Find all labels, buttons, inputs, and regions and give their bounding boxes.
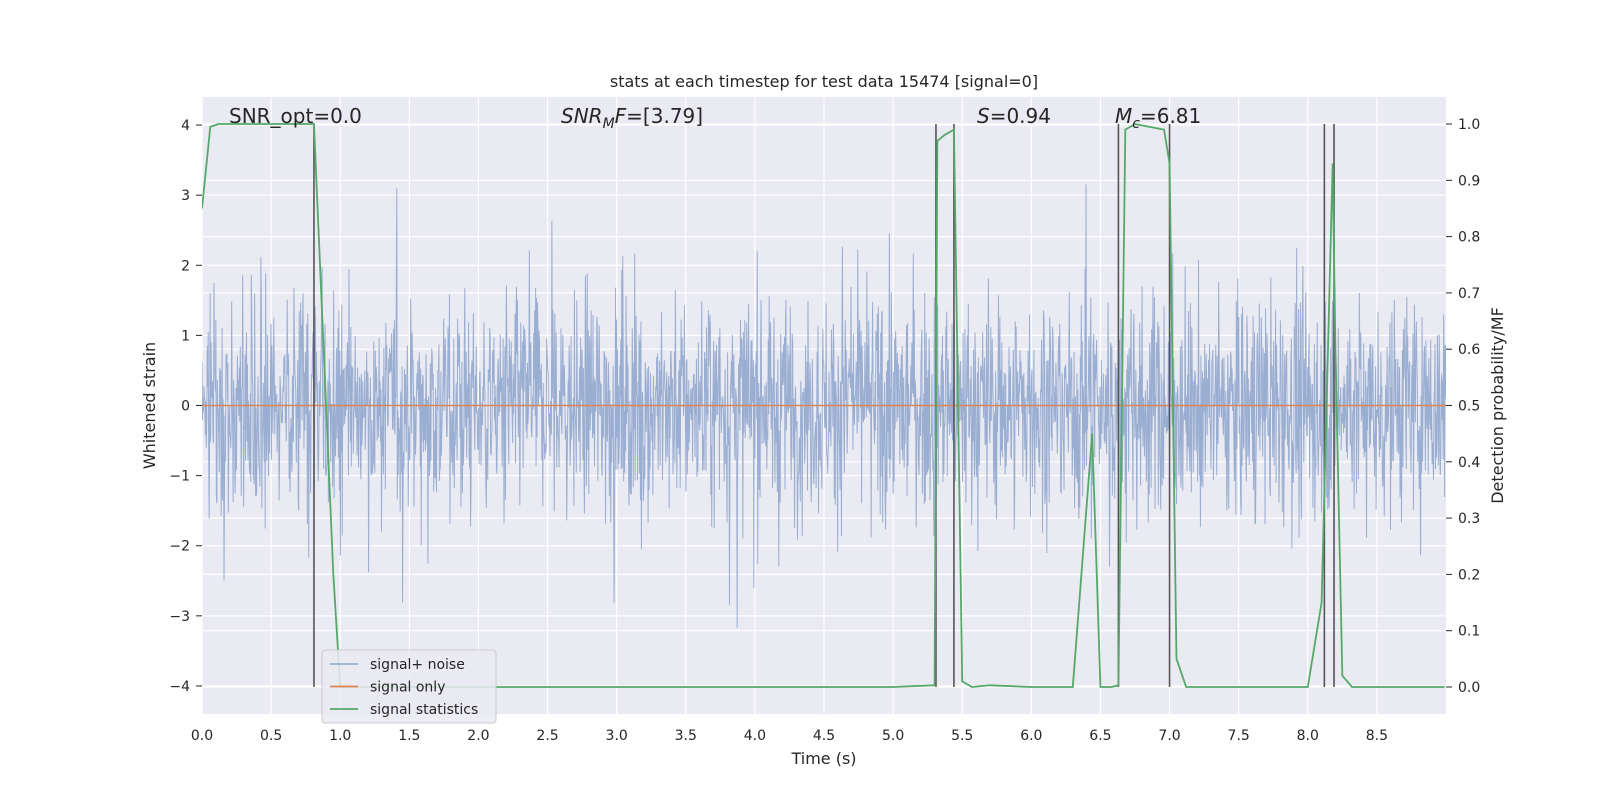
- y-tick-label: 1: [181, 328, 190, 344]
- y2-tick-label: 0.3: [1458, 511, 1480, 527]
- legend-label: signal+ noise: [370, 657, 465, 673]
- y2-tick-label: 0.4: [1458, 455, 1480, 471]
- y-tick-label: −2: [169, 539, 190, 555]
- y2-tick-label: 0.1: [1458, 624, 1480, 640]
- x-tick-label: 2.0: [467, 728, 489, 744]
- x-tick-label: 3.0: [606, 728, 628, 744]
- y-tick-label: 0: [181, 399, 190, 415]
- series-signal-noise: [202, 184, 1446, 628]
- y2-tick-label: 0.6: [1458, 342, 1480, 358]
- x-tick-labels: 0.0 0.5 1.0 1.5 2.0 2.5 3.0 3.5 4.0 4.5 5.0 5.5 6.0 6…: [191, 728, 1388, 744]
- y2-tick-label: 0.5: [1458, 399, 1480, 415]
- y-tick-label: −3: [169, 609, 190, 625]
- x-tick-label: 2.5: [536, 728, 558, 744]
- legend-label: signal statistics: [370, 702, 478, 718]
- y-tick-label: −1: [169, 469, 190, 485]
- x-tick-label: 4.0: [744, 728, 766, 744]
- y-tick-label: 2: [181, 258, 190, 274]
- x-tick-label: 5.5: [951, 728, 973, 744]
- chart-title: stats at each timestep for test data 154…: [610, 72, 1038, 91]
- y2-tick-label: 1.0: [1458, 117, 1480, 133]
- x-tick-label: 8.5: [1366, 728, 1388, 744]
- y2-axis-label: Detection probability/MF: [1488, 307, 1507, 504]
- annotation-0: SNR_opt=0.0: [229, 104, 362, 128]
- y2-tick-label: 0.9: [1458, 173, 1480, 189]
- x-axis-label: Time (s): [790, 749, 856, 768]
- y-tick-label: −4: [169, 679, 190, 695]
- x-tick-label: 0.0: [191, 728, 213, 744]
- x-tick-label: 7.0: [1158, 728, 1180, 744]
- annotations: SNR_opt=0.0 SNRMF=[3.79] S=0.94 Mc=6.81: [229, 104, 1201, 132]
- y-tick-label: 3: [181, 188, 190, 204]
- x-tick-label: 7.5: [1228, 728, 1250, 744]
- x-tick-label: 4.5: [813, 728, 835, 744]
- y2-tick-label: 0.0: [1458, 680, 1480, 696]
- x-tick-label: 8.0: [1297, 728, 1319, 744]
- series-signal-statistics: [202, 123, 1445, 688]
- y-tick-labels: 4 3 2 1 0 −1 −2 −3 −4: [169, 118, 202, 695]
- y2-tick-label: 0.7: [1458, 286, 1480, 302]
- y2-tick-labels: 1.0 0.9 0.8 0.7 0.6 0.5 0.4 0.3 0.2 0.1 0.0: [1446, 117, 1480, 696]
- annotation-3: Mc=6.81: [1115, 104, 1201, 132]
- legend: signal+ noise signal only signal statistic…: [321, 649, 497, 724]
- annotation-1: SNRMF=[3.79]: [561, 104, 703, 132]
- legend-label: signal only: [370, 680, 445, 696]
- x-tick-label: 1.0: [329, 728, 351, 744]
- x-tick-label: 5.0: [882, 728, 904, 744]
- y-axis-label: Whitened strain: [140, 342, 159, 469]
- x-tick-label: 6.0: [1020, 728, 1042, 744]
- x-tick-label: 0.5: [260, 728, 282, 744]
- y2-tick-label: 0.2: [1458, 567, 1480, 583]
- x-tick-label: 1.5: [398, 728, 420, 744]
- x-tick-label: 6.5: [1089, 728, 1111, 744]
- y2-tick-label: 0.8: [1458, 230, 1480, 246]
- annotation-2: S=0.94: [977, 104, 1051, 128]
- legend-box: [321, 649, 497, 724]
- y-tick-label: 4: [181, 118, 190, 134]
- x-tick-label: 3.5: [675, 728, 697, 744]
